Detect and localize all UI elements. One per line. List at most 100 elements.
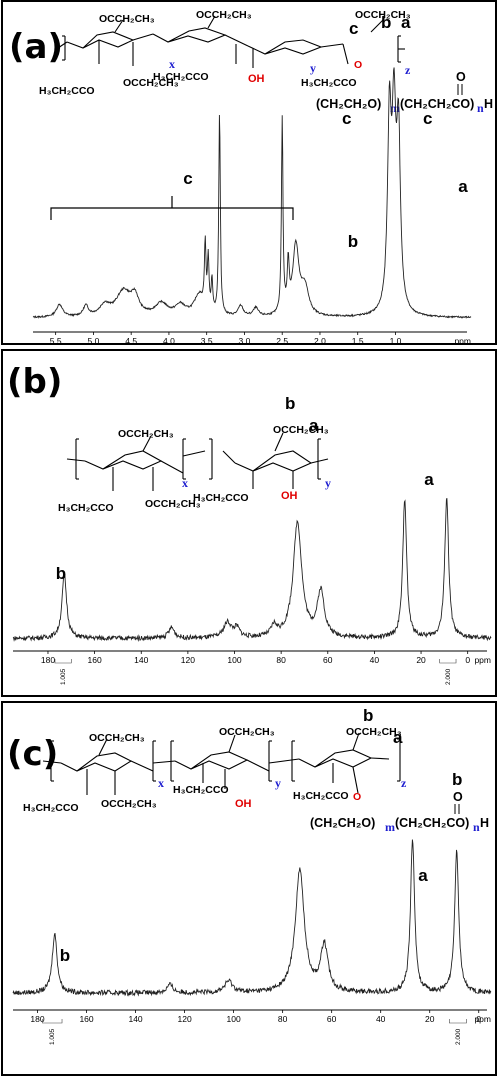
x-tick-label: 0: [476, 1014, 481, 1024]
graft-subscript-n: n: [473, 820, 480, 834]
panel-label: (b): [7, 362, 62, 402]
integral-value: 2.000: [455, 1028, 462, 1045]
integral-bracket: [439, 659, 457, 664]
subscript-x: x: [182, 476, 188, 490]
x-tick-label: 5.5: [50, 336, 62, 343]
subscript-x: x: [169, 57, 175, 71]
x-tick-label: 120: [177, 1014, 191, 1024]
structure-label-c2: c: [342, 109, 351, 128]
ester-label-2: OCCH₂CH₃: [196, 9, 252, 21]
structure-label-c1: c: [349, 19, 358, 38]
x-tick-label: 40: [376, 1014, 386, 1024]
subscript-z: z: [405, 63, 411, 77]
integral-value: 2.000: [445, 668, 452, 685]
x-tick-label: 60: [327, 1014, 337, 1024]
x-tick-label: 5.0: [87, 336, 99, 343]
x-tick-label: 4.5: [125, 336, 137, 343]
peak-label: b: [56, 564, 66, 583]
structure-label-c3: c: [423, 109, 432, 128]
ester-label-3: OCCH₂CH₃: [346, 726, 402, 738]
graft-chain-1: (CH₂CH₂O): [310, 816, 375, 830]
structure-label-b1: b: [363, 706, 373, 725]
hydroxyl-label: OH: [235, 798, 252, 810]
ester-label-4: OCCH₂CH₃: [101, 798, 157, 810]
x-tick-label: 2.0: [314, 336, 326, 343]
graft-chain-2: (CH₂CH₂CO): [395, 816, 469, 830]
x-tick-label: 160: [79, 1014, 93, 1024]
x-tick-label: 20: [416, 655, 426, 665]
panel-b: (b) OCCH₂CH₃ OCCH₂CH₃ OCCH₂CH₃ H₃CH₂CCO …: [1, 349, 497, 697]
x-tick-label: 4.0: [163, 336, 175, 343]
ester-label-1: OCCH₂CH₃: [99, 13, 155, 25]
structure-label-b: b: [381, 13, 391, 32]
x-tick-label: 60: [323, 655, 333, 665]
x-tick-label: 20: [425, 1014, 435, 1024]
panel-label: (a): [9, 27, 63, 67]
chemical-structure: [42, 732, 401, 795]
x-tick-label: 1.5: [352, 336, 364, 343]
peak-label: c: [183, 169, 192, 188]
integral-bracket: [449, 1019, 467, 1024]
ester-label-4: OCCH₂CH₃: [123, 77, 179, 89]
x-tick-label: 140: [128, 1014, 142, 1024]
panel-c: (c) OCCH₂CH₃ O: [1, 701, 497, 1076]
x-axis-unit: ppm: [474, 655, 491, 665]
integral-bracket: [42, 1019, 63, 1024]
hydroxyl-label: OH: [281, 490, 298, 502]
x-tick-label: 2.5: [276, 336, 288, 343]
x-tick-label: 80: [276, 655, 286, 665]
x-tick-label: 180: [30, 1014, 44, 1024]
structure-label-b: b: [285, 394, 295, 413]
x-tick-label: 1.0: [390, 336, 402, 343]
x-tick-label: 180: [41, 655, 55, 665]
peak-label: a: [424, 470, 434, 489]
x-tick-label: 140: [134, 655, 148, 665]
structure-label-b2: b: [452, 770, 462, 789]
left-ester-label-3: H₃CH₂CCO: [301, 77, 357, 89]
graft-end: H: [480, 816, 489, 830]
carbonyl-oxygen: O: [453, 790, 463, 804]
ether-oxygen: O: [354, 59, 362, 71]
structure-label-a: a: [309, 416, 319, 435]
structure-label-a: a: [393, 728, 403, 747]
panel-c-svg: (c) OCCH₂CH₃ O: [7, 706, 492, 1045]
structure-label-a: a: [401, 13, 411, 32]
peak-label: b: [60, 946, 70, 965]
x-tick-label: 120: [181, 655, 195, 665]
x-tick-label: 40: [370, 655, 380, 665]
ester-label-1: OCCH₂CH₃: [89, 732, 145, 744]
peak-label: a: [418, 866, 428, 885]
left-ester-label-1: H₃CH₂CCO: [23, 802, 79, 814]
region-bracket: [50, 196, 294, 220]
chemical-structure: [66, 432, 329, 491]
spectrum-line: [32, 67, 472, 319]
x-axis-unit: ppm: [454, 336, 471, 343]
graft-subscript-m: m: [390, 101, 400, 115]
chemical-structure: [57, 15, 405, 68]
ether-oxygen: O: [353, 791, 361, 803]
hydroxyl-label: OH: [248, 73, 265, 85]
panel-a-svg: (a) OCCH₂CH₃ OCCH₂CH₃ OCCH₂CH₃ OCCH₂CH₃: [9, 9, 493, 343]
left-ester-label-3: H₃CH₂CCO: [293, 790, 349, 802]
panel-label: (c): [7, 734, 58, 774]
graft-chain-2: (CH₂CH₂CO): [400, 97, 474, 111]
integral-value: 1.005: [49, 1028, 56, 1045]
x-tick-label: 100: [227, 655, 241, 665]
graft-end: H: [484, 97, 493, 111]
subscript-x: x: [158, 776, 164, 790]
left-ester-label-2: H₃CH₂CCO: [153, 71, 209, 83]
graft-subscript-n: n: [477, 101, 484, 115]
spectrum-line: [12, 497, 492, 643]
panel-a: (a) OCCH₂CH₃ OCCH₂CH₃ OCCH₂CH₃ OCCH₂CH₃: [1, 0, 497, 345]
subscript-y: y: [325, 476, 331, 490]
ester-label-3: OCCH₂CH₃: [355, 9, 411, 21]
ester-label-1: OCCH₂CH₃: [118, 428, 174, 440]
ester-label-3: OCCH₂CH₃: [145, 498, 201, 510]
x-tick-label: 160: [88, 655, 102, 665]
subscript-z: z: [401, 776, 407, 790]
x-axis-unit: ppm: [474, 1014, 491, 1024]
carbonyl-oxygen: O: [456, 70, 466, 84]
x-tick-label: 100: [227, 1014, 241, 1024]
ester-label-2: OCCH₂CH₃: [273, 424, 329, 436]
peak-label: b: [348, 232, 358, 251]
